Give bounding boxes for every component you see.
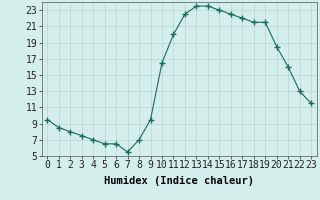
X-axis label: Humidex (Indice chaleur): Humidex (Indice chaleur): [104, 176, 254, 186]
